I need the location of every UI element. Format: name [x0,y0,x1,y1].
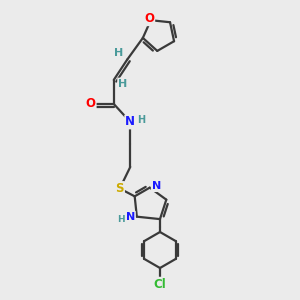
Text: O: O [86,98,96,110]
Text: Cl: Cl [154,278,166,291]
Text: N: N [152,181,161,191]
Text: H: H [118,79,128,88]
Text: H: H [117,214,125,224]
Text: H: H [114,48,124,58]
Text: N: N [125,116,135,128]
Text: H: H [138,115,146,124]
Text: S: S [116,182,124,195]
Text: N: N [126,212,135,222]
Text: O: O [144,12,154,25]
